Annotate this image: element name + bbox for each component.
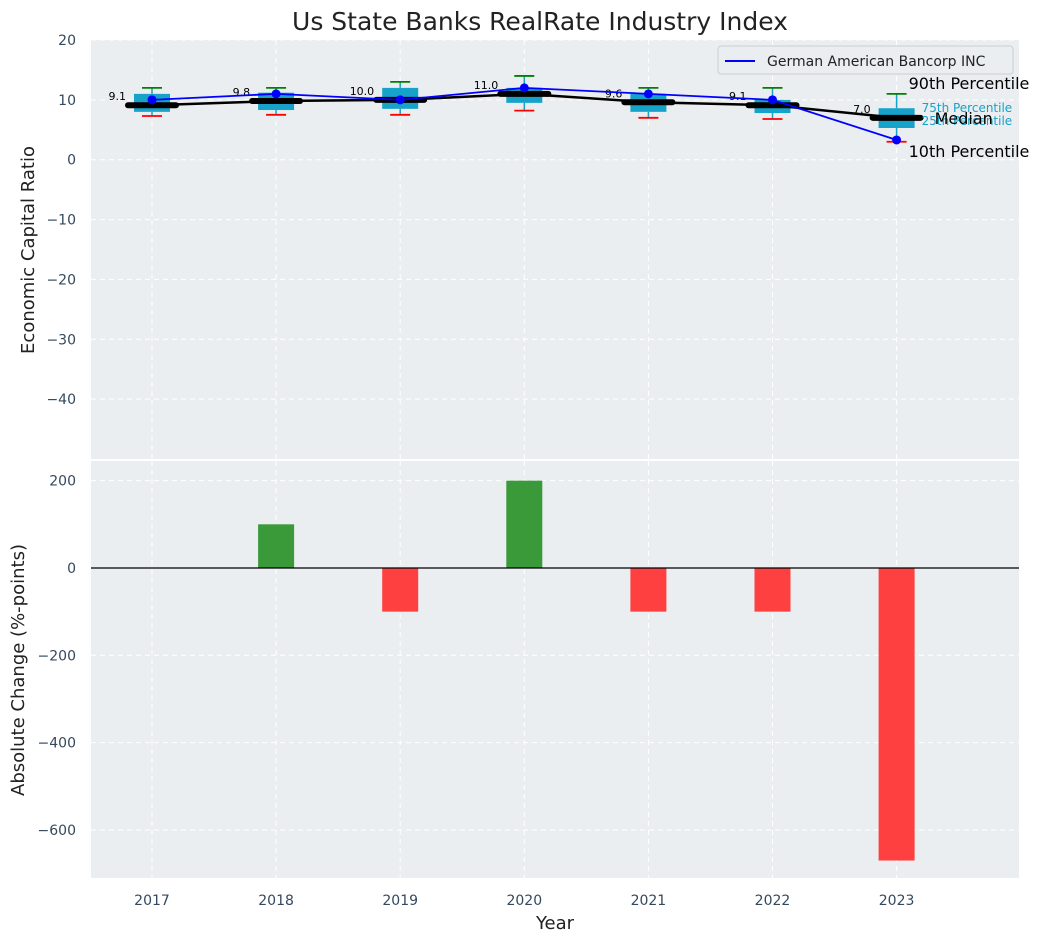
bottom-y-ticks: 200 0 −200 −400 −600 xyxy=(38,474,76,839)
top-y-tick-label: −10 xyxy=(46,213,76,229)
top-y-tick-label: 20 xyxy=(58,33,76,49)
label-75th-percentile: 75th Percentile xyxy=(922,101,1013,115)
change-bars xyxy=(258,480,915,861)
median-value-label: 7.0 xyxy=(853,103,871,116)
x-ticks: 2017 2018 2019 2020 2021 2022 2023 xyxy=(134,893,914,909)
bottom-y-axis-label: Absolute Change (%-points) xyxy=(8,544,29,796)
top-y-tick-label: −20 xyxy=(46,272,76,288)
change-bar-2020 xyxy=(506,480,543,568)
legend: German American Bancorp INC xyxy=(717,45,1014,75)
median-value-label: 11.0 xyxy=(474,79,499,92)
company-point-2020 xyxy=(519,83,529,93)
bottom-panel: 200 0 −200 −400 −600 2017 2018 2019 2020 2021 202… xyxy=(8,461,1019,934)
label-25th-percentile: 25th Percentile xyxy=(922,114,1013,128)
change-bar-2022 xyxy=(754,567,791,612)
top-y-tick-label: 0 xyxy=(67,153,76,169)
legend-entry-label: German American Bancorp INC xyxy=(767,54,986,70)
top-y-ticks: 20 10 0 −10 −20 −30 −40 xyxy=(46,33,76,408)
median-value-label: 9.8 xyxy=(233,86,251,99)
median-value-label: 9.6 xyxy=(605,87,623,100)
median-value-label: 9.1 xyxy=(109,90,127,103)
change-bar-2018 xyxy=(258,524,295,568)
median-value-label: 10.0 xyxy=(350,85,375,98)
label-10th-percentile: 10th Percentile xyxy=(909,142,1030,161)
company-point-2023 xyxy=(892,135,902,145)
top-y-tick-label: −30 xyxy=(46,332,76,348)
x-tick-label: 2019 xyxy=(382,893,418,909)
label-median: Median xyxy=(935,109,993,128)
median-line xyxy=(151,92,897,120)
x-tick-label: 2022 xyxy=(755,893,791,909)
x-tick-label: 2023 xyxy=(879,893,915,909)
x-tick-label: 2017 xyxy=(134,893,170,909)
top-grid xyxy=(91,39,1019,459)
x-tick-label: 2018 xyxy=(258,893,294,909)
x-axis-label: Year xyxy=(535,913,575,934)
chart-title: Us State Banks RealRate Industry Index xyxy=(292,7,788,36)
change-bar-2021 xyxy=(630,567,667,612)
bottom-y-tick-label: 200 xyxy=(49,474,76,490)
company-point-2022 xyxy=(768,95,777,105)
median-value-label: 9.1 xyxy=(729,90,747,103)
bottom-y-tick-label: −200 xyxy=(38,648,76,664)
company-point-2017 xyxy=(147,95,157,105)
x-tick-label: 2020 xyxy=(506,893,542,909)
company-point-2018 xyxy=(271,89,281,99)
top-plot-area xyxy=(91,40,1019,459)
bottom-y-tick-label: 0 xyxy=(67,561,76,577)
top-y-tick-label: 10 xyxy=(58,93,76,109)
label-90th-percentile: 90th Percentile xyxy=(909,74,1030,93)
change-bar-2019 xyxy=(382,567,419,612)
change-bar-2023 xyxy=(878,567,915,861)
bottom-plot-area xyxy=(91,461,1019,878)
top-panel: 20 10 0 −10 −20 −30 −40 9.1 9.8 10.0 11.0 9.6 9.1 7.… xyxy=(18,33,1029,459)
legend-box xyxy=(717,45,1014,75)
bottom-y-tick-label: −600 xyxy=(38,823,76,839)
x-tick-label: 2021 xyxy=(631,893,667,909)
series-lines xyxy=(147,83,902,145)
top-y-tick-label: −40 xyxy=(46,392,76,408)
top-y-axis-label: Economic Capital Ratio xyxy=(18,146,39,354)
bottom-y-tick-label: −400 xyxy=(38,736,76,752)
company-point-2019 xyxy=(395,95,405,105)
company-point-2021 xyxy=(643,89,653,99)
